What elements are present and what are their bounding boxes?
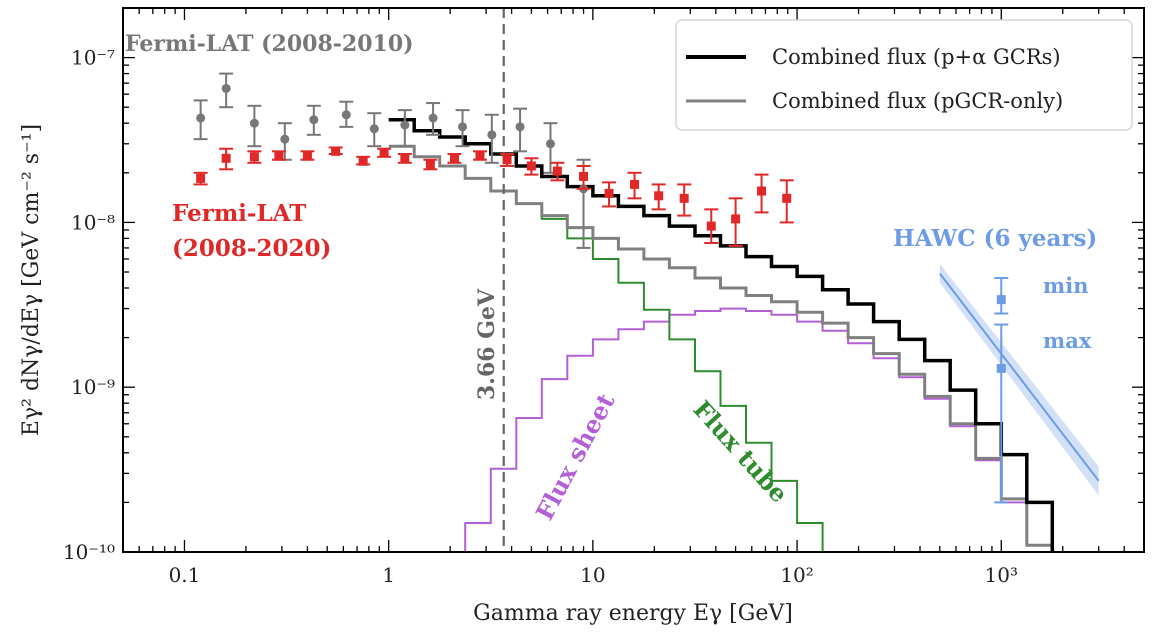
x-tick-label: 0.1: [169, 563, 201, 587]
point-1-15: [579, 171, 589, 181]
x-tick-label: 10²: [780, 563, 813, 587]
point-1-3: [274, 150, 284, 160]
y-tick-label: 10⁻⁸: [71, 210, 115, 234]
point-1-19: [679, 193, 689, 203]
y-tick-label: 10⁻⁷: [71, 46, 115, 70]
point-0-0: [196, 113, 206, 123]
point-0-9: [458, 122, 468, 132]
plot-frame: [122, 7, 1145, 553]
y-axis-label: Eγ² dNγ/dEγ [GeV cm⁻² s⁻¹]: [19, 124, 44, 436]
point-1-17: [630, 179, 640, 189]
point-1-7: [379, 148, 389, 158]
point-0-4: [309, 115, 319, 125]
legend-entry-combined-pgcr: Combined flux (pGCR-only): [772, 89, 1063, 113]
point-1-11: [475, 150, 485, 160]
point-1-14: [552, 166, 562, 176]
series-step-1: [388, 144, 1054, 552]
x-tick-label: 10: [580, 563, 605, 587]
legend-box: [675, 19, 1133, 131]
point-0-3: [280, 134, 290, 144]
annotation-fermi-2008-2020-line1: Fermi-LAT: [172, 200, 306, 227]
point-1-1: [221, 153, 231, 163]
series-layer: [388, 8, 1100, 552]
point-0-10: [487, 130, 497, 140]
hawc-fit-line: [939, 272, 1100, 482]
point-1-22: [757, 186, 767, 196]
point-1-10: [449, 153, 459, 163]
point-0-2: [249, 118, 259, 128]
point-1-16: [604, 188, 614, 198]
point-0-12: [545, 139, 555, 149]
point-0-11: [515, 122, 525, 132]
hawc-band: [939, 263, 1099, 496]
point-1-4: [302, 150, 312, 160]
y-tick-label: 10⁻⁹: [71, 375, 115, 399]
annotation-fermi-2008-2020-line2: (2008-2020): [172, 235, 331, 262]
point-0-7: [400, 120, 410, 130]
point-1-12: [502, 155, 512, 165]
annotation-hawc-min: min: [1043, 273, 1088, 298]
annotation-hawc: HAWC (6 years): [893, 225, 1097, 252]
point-1-13: [526, 161, 536, 171]
x-axis-label: Gamma ray energy Eγ [GeV]: [473, 601, 793, 626]
point-0-8: [428, 113, 438, 123]
points-layer: [193, 72, 1009, 504]
point-1-23: [782, 193, 792, 203]
point-1-0: [196, 173, 206, 183]
series-step-3: [490, 190, 849, 552]
point-1-18: [654, 191, 664, 201]
point-2-0: [996, 295, 1006, 305]
point-1-5: [331, 146, 341, 156]
x-tick-label: 10³: [985, 563, 1018, 587]
point-1-21: [731, 214, 741, 224]
legend: Combined flux (p+α GCRs) Combined flux (…: [675, 19, 1133, 131]
legend-entry-combined-p-alpha: Combined flux (p+α GCRs): [772, 45, 1061, 69]
point-0-5: [341, 110, 351, 120]
point-1-8: [400, 153, 410, 163]
vline-label: 3.66 GeV: [474, 288, 500, 400]
point-1-20: [706, 221, 716, 231]
point-1-2: [249, 152, 259, 162]
annotation-hawc-max: max: [1043, 328, 1092, 353]
point-1-6: [358, 156, 368, 166]
x-tick-label: 1: [382, 563, 395, 587]
point-0-6: [369, 124, 379, 134]
point-2-1: [996, 363, 1006, 373]
point-0-1: [221, 83, 231, 93]
annotation-fermi-2008-2010: Fermi-LAT (2008-2010): [125, 31, 414, 57]
y-tick-label: 10⁻¹⁰: [63, 540, 115, 564]
point-1-9: [425, 159, 435, 169]
